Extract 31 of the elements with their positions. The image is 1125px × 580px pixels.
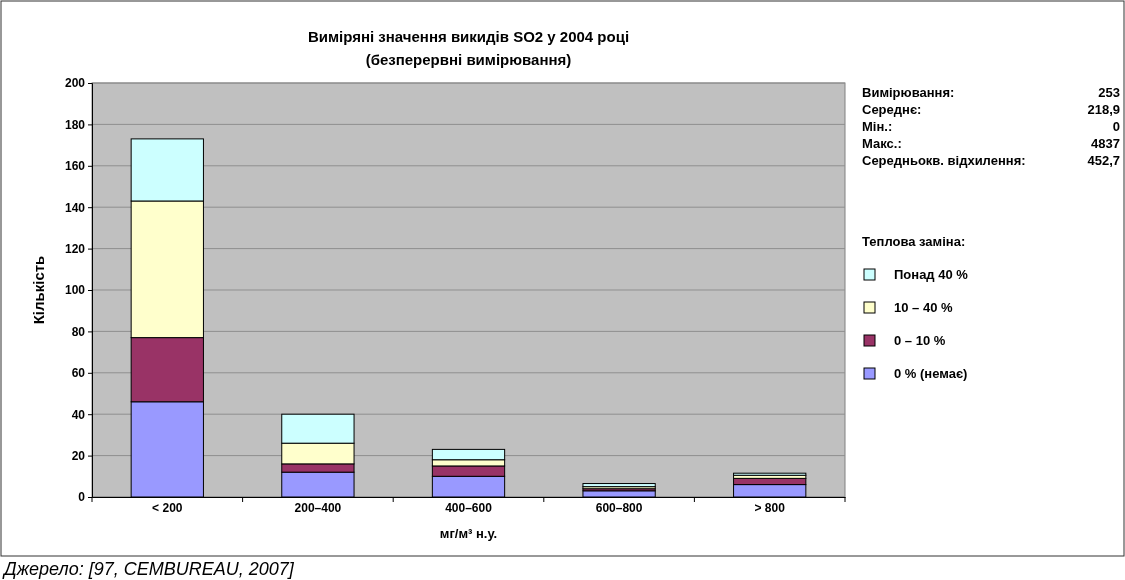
y-axis-title: Кількість [30, 255, 47, 325]
text: Макс.: 4837 [862, 136, 1120, 151]
y-tick-label: 80 [71, 324, 86, 339]
text: Мін.: 0 [862, 119, 1120, 134]
chart-title: Виміряні значення викидів SO2 у 2004 році [307, 28, 630, 45]
y-tick-label: 60 [71, 366, 86, 381]
text: Середньокв. відхилення: 452,7 [862, 153, 1120, 168]
y-tick-label: 0 [78, 490, 86, 505]
x-tick-label: < 200 [152, 500, 183, 515]
y-tick-label: 120 [64, 241, 86, 256]
text: Вимірювання: 253 [862, 85, 1120, 100]
legend-title: Теплова заміна: [862, 234, 966, 249]
legend-label: 0 – 10 % [894, 333, 946, 348]
legend-label: 0 % (немає) [894, 366, 968, 381]
x-tick-label: 400–600 [445, 500, 493, 515]
legend-label: 10 – 40 % [894, 300, 953, 315]
text: Середнє: 218,9 [862, 102, 1120, 117]
text: Джерело: [97, CEMBUREAU, 2007] [2, 559, 295, 579]
x-axis-title: мг/м³ н.у. [439, 526, 498, 541]
x-tick-label: 200–400 [294, 500, 342, 515]
x-tick-label: > 800 [754, 500, 786, 515]
chart-subtitle: (безперервні вимірювання) [365, 51, 572, 68]
x-tick-label: 600–800 [595, 500, 643, 515]
y-tick-label: 100 [64, 283, 86, 298]
legend-label: Понад 40 % [894, 267, 969, 282]
y-tick-label: 40 [71, 407, 86, 422]
y-tick-label: 180 [64, 117, 86, 132]
y-tick-label: 140 [64, 200, 86, 215]
y-tick-label: 160 [64, 159, 86, 174]
y-tick-label: 20 [71, 448, 86, 463]
y-tick-label: 200 [64, 76, 86, 91]
